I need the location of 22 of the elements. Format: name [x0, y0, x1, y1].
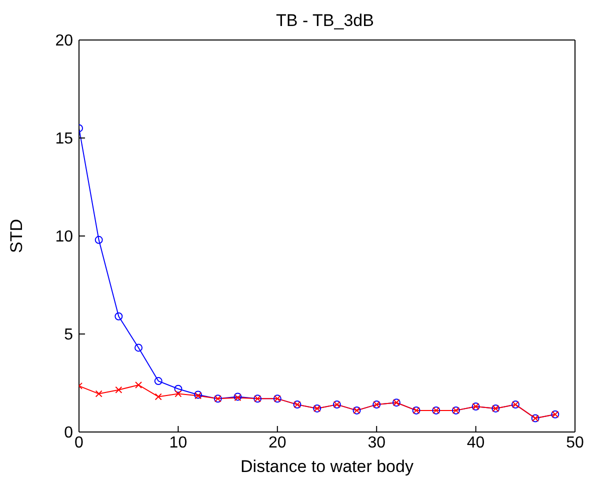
- y-tick-label: 10: [55, 228, 74, 246]
- point: [154, 393, 162, 400]
- x-tick-label: 50: [566, 434, 584, 452]
- y-tick-label: 15: [55, 130, 74, 148]
- x-tick-label: 10: [169, 434, 188, 452]
- x-tick-label: 40: [466, 434, 485, 452]
- point: [114, 312, 123, 320]
- point: [135, 381, 142, 388]
- x-axis-title: Distance to water body: [240, 457, 414, 476]
- point: [94, 236, 103, 244]
- y-tick-label: 20: [55, 32, 74, 50]
- y-tick-label: 5: [64, 326, 74, 344]
- x-tick-label: 20: [268, 434, 286, 452]
- point: [154, 377, 162, 386]
- point: [115, 386, 122, 394]
- point: [174, 384, 182, 393]
- point: [95, 390, 102, 398]
- point: [174, 390, 182, 398]
- x-tick-label: 30: [368, 434, 386, 452]
- chart-title: TB - TB_3dB: [276, 11, 374, 30]
- point: [134, 344, 143, 352]
- y-axis-title: STD: [7, 219, 26, 253]
